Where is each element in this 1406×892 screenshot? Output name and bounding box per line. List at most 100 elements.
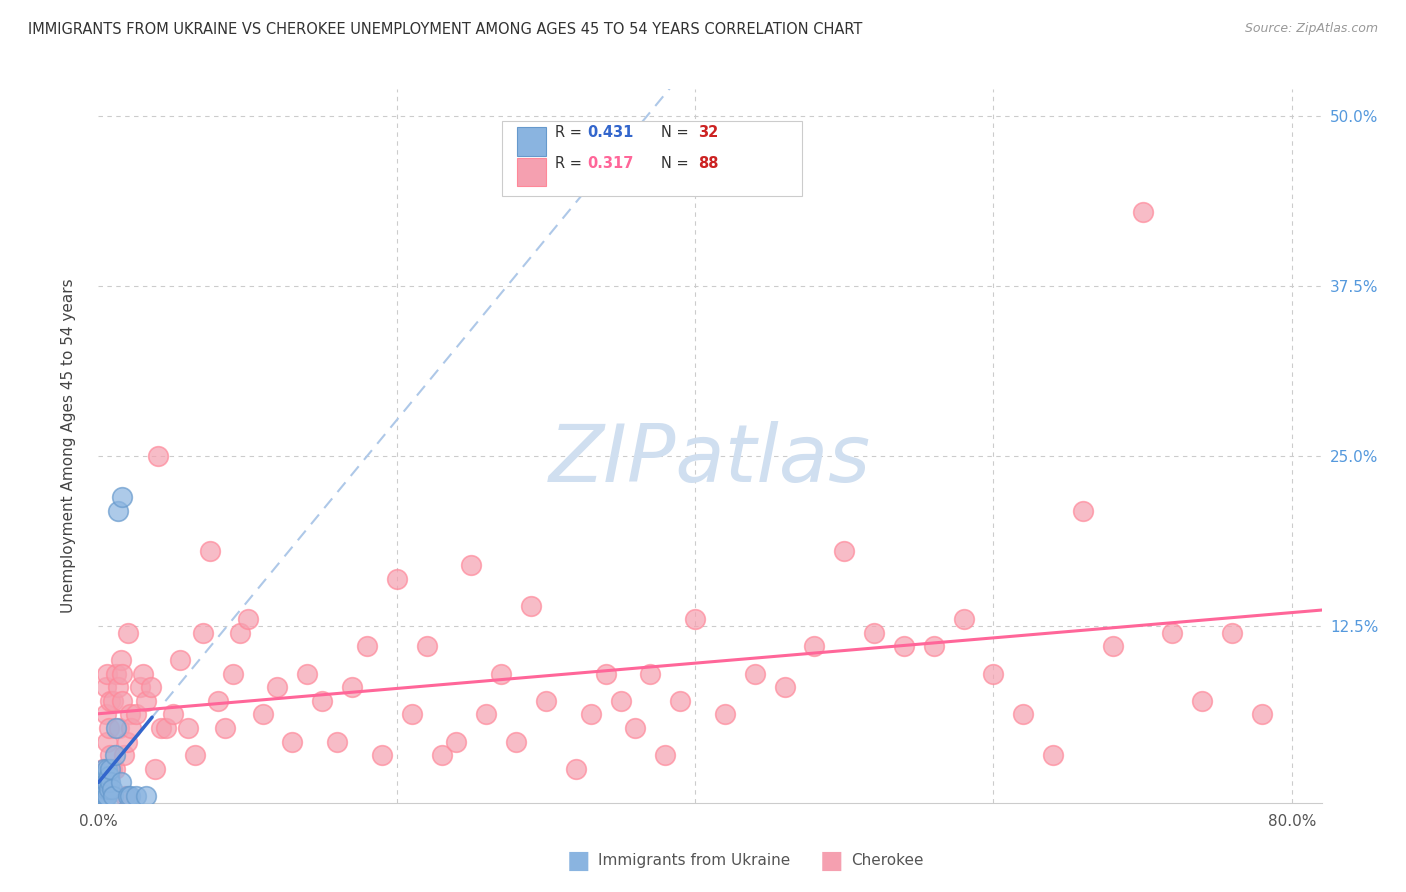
FancyBboxPatch shape [517,127,546,155]
Point [191,626,214,640]
Point [89,782,111,797]
Point [983,666,1005,681]
Point [96,775,118,789]
Point [90,775,112,789]
Point [489,666,512,681]
Point [297,666,319,681]
Point [97,721,120,735]
Point [112,748,135,763]
Text: ■: ■ [820,849,844,872]
Point [90,782,112,797]
Point [565,762,588,776]
Point [117,626,139,640]
Point [326,734,349,748]
Point [111,490,134,504]
Point [105,666,128,681]
Text: 0.317: 0.317 [588,155,634,170]
Point [200,544,222,558]
Point [505,734,527,748]
Point [1220,626,1243,640]
Point [340,680,363,694]
Point [595,666,617,681]
Point [98,762,121,776]
Point [91,762,114,776]
Point [104,748,127,763]
Point [97,782,120,797]
Point [371,748,394,763]
Point [252,707,274,722]
Point [155,721,177,735]
Point [1161,626,1184,640]
Y-axis label: Unemployment Among Ages 45 to 54 years: Unemployment Among Ages 45 to 54 years [62,278,76,614]
Point [94,775,117,789]
Point [773,680,796,694]
Point [93,782,115,797]
Point [146,449,169,463]
Point [103,694,125,708]
Point [139,680,162,694]
Point [89,789,111,803]
Point [150,721,173,735]
Text: N =: N = [661,125,693,140]
Text: R =: R = [555,155,586,170]
Point [714,707,737,722]
Text: 32: 32 [697,125,718,140]
Point [93,789,115,803]
FancyBboxPatch shape [502,121,801,196]
Point [118,789,141,803]
Point [624,721,647,735]
Point [640,666,662,681]
Point [91,782,114,797]
Point [460,558,482,572]
Point [114,789,136,803]
Point [90,775,112,789]
Point [229,626,252,640]
Text: ■: ■ [567,849,591,872]
Point [105,721,128,735]
Point [111,694,134,708]
Point [132,666,155,681]
Point [1191,694,1213,708]
Point [94,680,117,694]
Point [893,640,915,654]
Point [96,762,118,776]
Point [162,707,184,722]
Point [863,626,886,640]
Point [266,680,288,694]
Text: 0.431: 0.431 [588,125,634,140]
Point [135,789,157,803]
Text: R =: R = [555,125,586,140]
Point [125,789,148,803]
Point [579,707,602,722]
Point [96,666,118,681]
Point [415,640,437,654]
Point [117,789,139,803]
Point [1132,204,1154,219]
Point [104,762,127,776]
Point [169,653,191,667]
Point [91,789,114,803]
Point [922,640,945,654]
Point [110,653,132,667]
Point [107,503,129,517]
Point [1012,707,1035,722]
Point [90,789,112,803]
Point [94,782,117,797]
Text: Immigrants from Ukraine: Immigrants from Ukraine [598,854,790,868]
Point [430,748,453,763]
Point [803,640,825,654]
Point [96,734,118,748]
Point [93,762,115,776]
Point [135,694,157,708]
Point [952,612,974,626]
Point [177,721,200,735]
Text: ZIPatlas: ZIPatlas [548,421,872,500]
FancyBboxPatch shape [517,158,546,186]
Point [520,599,543,613]
Point [94,789,117,803]
Point [91,769,114,783]
Point [281,734,304,748]
Point [118,707,141,722]
Point [1042,748,1064,763]
Point [184,748,207,763]
